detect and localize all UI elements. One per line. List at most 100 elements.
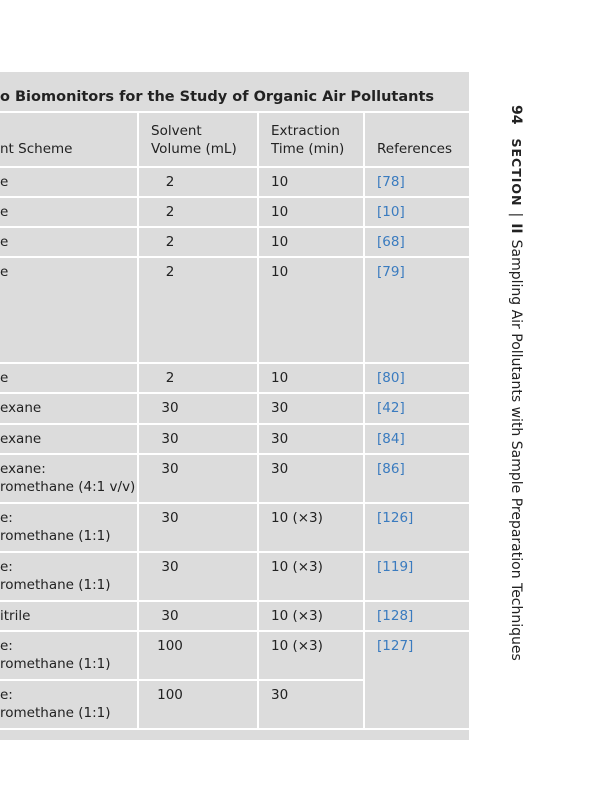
rule	[257, 113, 259, 730]
rule	[364, 196, 469, 198]
rule	[364, 728, 469, 730]
rule	[0, 630, 138, 632]
cell: 10	[271, 174, 289, 190]
rule	[258, 551, 364, 553]
cell: 10 (×3)	[271, 510, 323, 526]
header-cell: Time (min)	[271, 141, 345, 157]
rule	[138, 453, 258, 455]
reference: [68]	[377, 234, 405, 250]
rule	[258, 226, 364, 228]
rule	[364, 630, 469, 632]
cell: 30	[271, 400, 289, 416]
rule	[364, 502, 469, 504]
rule	[0, 256, 138, 258]
cell: 30	[161, 608, 179, 624]
rule	[0, 226, 138, 228]
cell: romethane (1:1)	[0, 528, 111, 544]
cell: exane	[0, 431, 42, 447]
rule	[137, 113, 139, 730]
rule	[0, 600, 138, 602]
rule	[258, 502, 364, 504]
separator: |	[508, 212, 524, 218]
rule	[364, 392, 469, 394]
cell: romethane (4:1 v/v)	[0, 479, 136, 495]
reference: [128]	[377, 608, 414, 624]
rule	[364, 551, 469, 553]
cell: 2	[165, 370, 175, 386]
rule	[363, 113, 365, 730]
cell: exane	[0, 400, 42, 416]
part-number: II	[508, 223, 524, 234]
rule	[364, 226, 469, 228]
cell: 30	[161, 559, 179, 575]
cell: 30	[161, 431, 179, 447]
cell: 100	[157, 687, 183, 703]
cell: 2	[165, 174, 175, 190]
table-title: o Biomonitors for the Study of Organic A…	[0, 89, 435, 105]
cell: e:	[0, 559, 13, 575]
cell: 30	[161, 400, 179, 416]
rule	[258, 679, 364, 681]
cell: 10	[271, 264, 289, 280]
rule	[0, 423, 138, 425]
cell: itrile	[0, 608, 31, 624]
rule	[0, 453, 138, 455]
header-cell: References	[377, 141, 453, 157]
rule	[364, 600, 469, 602]
cell: 100	[157, 638, 183, 654]
table-panel	[0, 72, 469, 740]
reference: [126]	[377, 510, 414, 526]
cell: e	[0, 264, 9, 280]
rule	[258, 362, 364, 364]
cell: 30	[271, 461, 289, 477]
cell: 30	[271, 687, 289, 703]
cell: 2	[165, 204, 175, 220]
rule	[258, 630, 364, 632]
cell: 30	[271, 431, 289, 447]
rule	[138, 423, 258, 425]
cell: romethane (1:1)	[0, 656, 111, 672]
rule	[258, 196, 364, 198]
rule	[0, 111, 469, 113]
cell: 30	[161, 461, 179, 477]
header-cell: Extraction	[271, 123, 340, 139]
reference: [79]	[377, 264, 405, 280]
rule	[138, 679, 258, 681]
cell: 2	[165, 264, 175, 280]
section-label: SECTION	[509, 138, 524, 207]
cell: e	[0, 234, 9, 250]
rule	[258, 423, 364, 425]
rule	[364, 423, 469, 425]
rule	[138, 551, 258, 553]
cell: 10 (×3)	[271, 638, 323, 654]
rule	[258, 256, 364, 258]
cell: exane:	[0, 461, 46, 477]
rule	[364, 256, 469, 258]
header-cell: nt Scheme	[0, 141, 73, 157]
rule	[0, 362, 138, 364]
reference: [78]	[377, 174, 405, 190]
rule	[364, 453, 469, 455]
rule	[258, 728, 364, 730]
cell: romethane (1:1)	[0, 705, 111, 721]
rule	[138, 226, 258, 228]
reference: [80]	[377, 370, 405, 386]
rule	[138, 362, 258, 364]
header-cell: Solvent	[151, 123, 202, 139]
cell: 10 (×3)	[271, 559, 323, 575]
rule	[258, 392, 364, 394]
rule	[138, 600, 258, 602]
cell: 30	[161, 510, 179, 526]
running-header: 94 SECTION | II Sampling Air Pollutants with…	[507, 105, 525, 661]
cell: 2	[165, 234, 175, 250]
cell: romethane (1:1)	[0, 577, 111, 593]
rule	[0, 728, 138, 730]
rule	[0, 551, 138, 553]
rule	[138, 502, 258, 504]
rule	[138, 256, 258, 258]
rule	[364, 362, 469, 364]
rule	[0, 196, 138, 198]
reference: [42]	[377, 400, 405, 416]
cell: e	[0, 174, 9, 190]
